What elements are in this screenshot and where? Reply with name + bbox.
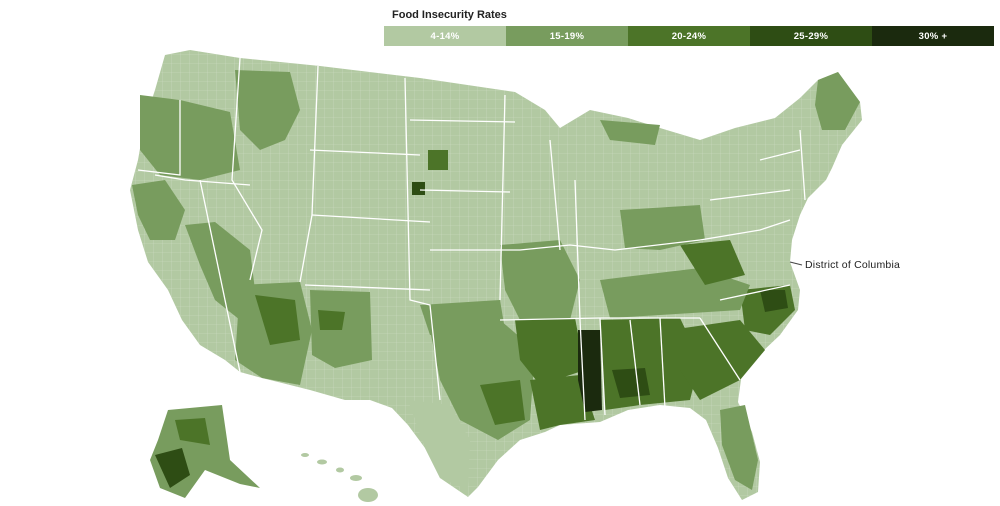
- region-arizona-dark: [255, 295, 300, 345]
- legend-item-20-24: 20-24%: [628, 26, 750, 46]
- region-florida: [720, 405, 758, 490]
- region-maine: [815, 72, 860, 130]
- legend-title: Food Insecurity Rates: [392, 9, 507, 21]
- alaska: [150, 405, 260, 498]
- region-appalachia: [680, 240, 745, 285]
- region-louisiana: [530, 375, 595, 430]
- county-regions: [132, 70, 860, 490]
- region-new-mexico-dark: [318, 310, 345, 330]
- dc-annotation: District of Columbia: [805, 259, 901, 271]
- region-oklahoma: [420, 300, 505, 335]
- region-missouri: [500, 240, 580, 320]
- region-idaho-montana: [235, 70, 300, 150]
- state-borders: [137, 57, 806, 421]
- hawaii: [301, 453, 378, 502]
- region-nc-dark: [760, 290, 788, 312]
- region-georgia-sc: [670, 320, 765, 400]
- dc-leader-line: [789, 261, 803, 266]
- region-texas-dark: [480, 380, 525, 425]
- region-alabama-dark: [612, 368, 650, 398]
- legend-item-25-29: 25-29%: [750, 26, 872, 46]
- region-northern-california: [132, 180, 185, 240]
- region-south-dakota-dark: [428, 150, 448, 170]
- legend-item-15-19: 15-19%: [506, 26, 628, 46]
- region-texas-south: [408, 400, 470, 490]
- legend: 4-14% 15-19% 20-24% 25-29% 30% +: [384, 26, 994, 46]
- region-ohio-indiana: [620, 205, 705, 250]
- legend-item-30-plus: 30% +: [872, 26, 994, 46]
- region-nebraska-dark: [412, 182, 425, 195]
- region-arkansas: [515, 318, 585, 385]
- region-nevada-patch: [185, 222, 255, 320]
- region-michigan-upper: [600, 120, 660, 145]
- legend-item-4-14: 4-14%: [384, 26, 506, 46]
- region-pacific-nw: [140, 95, 240, 180]
